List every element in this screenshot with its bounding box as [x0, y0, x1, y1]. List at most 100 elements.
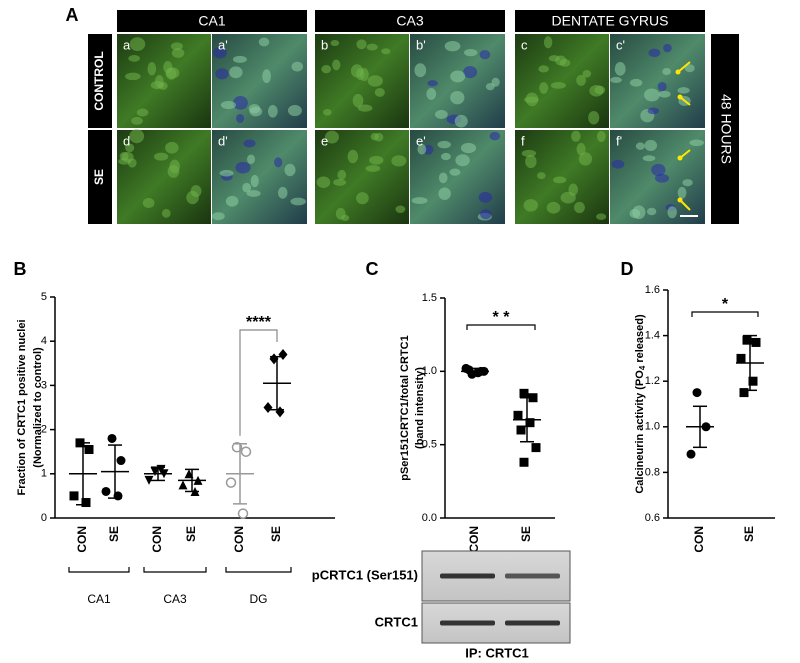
y-tick-label: 1.2 — [645, 375, 660, 387]
cell — [548, 55, 560, 62]
cell — [235, 161, 251, 174]
arrow-head — [677, 155, 683, 161]
cell — [365, 165, 381, 172]
cell — [635, 142, 645, 150]
tile-label: a' — [218, 37, 228, 52]
panel-letter: C — [366, 259, 379, 279]
x-tick-label: SE — [519, 526, 533, 542]
micrograph — [315, 130, 409, 224]
cell — [463, 65, 478, 79]
cell — [277, 186, 288, 199]
cell — [594, 85, 606, 95]
cell — [165, 141, 179, 154]
cell — [576, 142, 586, 156]
cell — [411, 197, 428, 205]
data-point — [751, 337, 761, 347]
cell — [646, 207, 657, 216]
data-point — [278, 348, 288, 360]
panel-letter: D — [621, 259, 634, 279]
cell — [479, 49, 491, 60]
y-tick-label: 4 — [41, 335, 47, 347]
cell — [274, 157, 283, 168]
data-point — [144, 475, 154, 485]
data-point — [692, 388, 702, 398]
tile-label: c' — [616, 37, 625, 52]
cell — [369, 155, 384, 165]
cell — [367, 75, 383, 87]
data-point — [513, 410, 523, 420]
cell — [125, 143, 135, 153]
y-tick-label: 2 — [41, 424, 47, 436]
cell — [131, 116, 143, 125]
cell — [489, 131, 501, 141]
cell — [647, 107, 660, 115]
cell — [249, 106, 263, 117]
side-header-label: 48 HOURS — [718, 94, 734, 164]
cell — [225, 195, 239, 207]
cell — [220, 100, 236, 110]
significance-bracket — [466, 324, 536, 330]
cell — [449, 168, 461, 176]
cell — [219, 169, 234, 177]
cell — [347, 149, 359, 164]
cell — [582, 69, 592, 78]
arrow — [677, 61, 691, 73]
cell — [330, 39, 340, 47]
cell — [153, 152, 169, 161]
panel-letter: A — [66, 5, 79, 25]
y-axis-label-sub: 4 — [638, 365, 647, 370]
cell — [644, 139, 658, 151]
cell — [525, 154, 537, 169]
x-tick-label: CON — [692, 526, 706, 553]
data-point — [81, 498, 91, 508]
y-tick-label: 1.6 — [645, 284, 660, 296]
cell — [232, 55, 247, 63]
significance-label: * — [722, 296, 729, 313]
column-header-label: DENTATE GYRUS — [552, 13, 669, 29]
cell — [538, 65, 549, 73]
group-label: CA3 — [163, 592, 187, 606]
cell — [359, 67, 369, 82]
cell — [455, 154, 470, 167]
y-axis-label: Calcineurin activity (PO4 released) — [634, 314, 647, 494]
cell — [444, 40, 461, 52]
cell — [243, 139, 256, 148]
x-tick-label: CON — [150, 526, 164, 553]
data-point — [525, 418, 535, 428]
cell — [250, 174, 259, 188]
row-header — [88, 34, 112, 128]
cell — [434, 109, 448, 120]
cell — [463, 48, 478, 57]
data-point — [742, 335, 752, 345]
y-tick-label: 1.0 — [422, 365, 437, 377]
cell — [136, 108, 149, 117]
y-tick-label: 0.6 — [645, 512, 660, 524]
y-axis-label: (band intensity) — [414, 367, 426, 449]
y-tick-label: 5 — [41, 291, 47, 303]
cell — [356, 192, 369, 205]
cell — [321, 64, 332, 74]
y-tick-label: 0.0 — [422, 512, 437, 524]
data-point — [464, 365, 474, 375]
group-label: CA1 — [87, 592, 111, 606]
cell — [324, 130, 339, 144]
cell — [550, 81, 567, 89]
y-axis-label-part: Calcineurin activity (PO — [634, 370, 646, 494]
cell — [437, 140, 451, 149]
x-tick-label: SE — [269, 526, 283, 542]
cell — [142, 197, 155, 209]
cell — [450, 90, 465, 105]
y-tick-label: 0.8 — [645, 466, 660, 478]
cell — [480, 209, 492, 220]
x-tick-label: CON — [232, 526, 246, 553]
cell — [642, 155, 656, 162]
cell — [391, 155, 407, 167]
cell — [125, 72, 141, 81]
y-tick-label: 1 — [41, 468, 47, 480]
cell — [233, 95, 248, 110]
group-bracket — [225, 567, 292, 573]
cell — [689, 139, 705, 147]
cell — [337, 169, 347, 180]
tile-label: c — [521, 37, 528, 52]
